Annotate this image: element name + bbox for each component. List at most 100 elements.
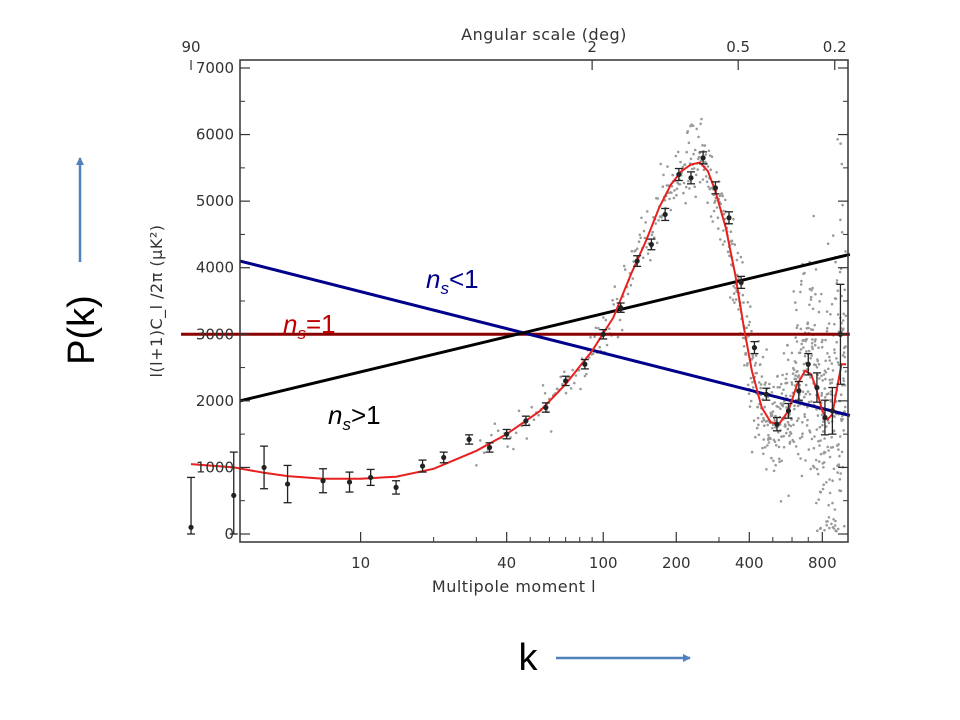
- scatter-point: [591, 352, 595, 356]
- binned-point: [661, 207, 670, 222]
- scatter-point: [796, 404, 800, 408]
- scatter-point: [790, 351, 794, 355]
- scatter-point: [794, 377, 798, 381]
- scatter-point: [475, 464, 478, 467]
- scatter-point: [834, 260, 837, 264]
- scatter-point: [826, 352, 829, 355]
- scatter-point: [745, 315, 749, 318]
- scatter-point: [654, 222, 657, 225]
- scatter-point: [770, 456, 773, 460]
- scatter-point: [794, 445, 798, 448]
- scatter-point: [835, 357, 838, 360]
- scatter-point: [770, 391, 774, 394]
- scatter-point: [818, 377, 821, 380]
- scatter-point: [730, 239, 734, 243]
- scatter-point: [832, 467, 836, 471]
- scatter-point: [819, 452, 823, 456]
- scatter-point: [820, 346, 824, 349]
- scatter-point: [675, 187, 679, 191]
- scatter-point: [829, 400, 832, 403]
- scatter-point: [687, 141, 691, 145]
- x-tick-label: 10: [351, 554, 370, 572]
- scatter-point: [766, 423, 769, 427]
- scatter-point: [844, 370, 847, 373]
- scatter-point: [793, 407, 796, 411]
- scatter-point: [666, 165, 669, 168]
- scatter-point: [815, 467, 819, 471]
- scatter-point: [751, 354, 754, 357]
- scatter-point: [823, 451, 827, 454]
- scatter-point: [820, 394, 823, 397]
- scatter-point: [813, 466, 816, 469]
- scatter-point: [836, 138, 839, 141]
- binned-point: [828, 386, 837, 435]
- scatter-point: [837, 443, 840, 446]
- scatter-point: [842, 379, 846, 383]
- scatter-point: [762, 418, 766, 422]
- scatter-point: [751, 386, 755, 389]
- binned-point: [229, 451, 238, 535]
- scatter-point: [824, 371, 828, 374]
- scatter-point: [646, 210, 649, 213]
- binned-point: [616, 302, 625, 313]
- scatter-point: [816, 472, 820, 476]
- scatter-point: [813, 340, 817, 343]
- scatter-point: [696, 168, 699, 171]
- scatter-point: [827, 392, 830, 395]
- scatter-point: [817, 440, 820, 443]
- scatter-point: [689, 157, 693, 161]
- scatter-point: [780, 382, 783, 386]
- scatter-point: [776, 374, 779, 378]
- scatter-point: [747, 323, 751, 327]
- scatter-point: [776, 386, 780, 389]
- scatter-point: [751, 381, 754, 384]
- scatter-point: [514, 431, 518, 435]
- scatter-point: [799, 290, 802, 294]
- scatter-point: [649, 258, 652, 262]
- scatter-point: [840, 162, 844, 166]
- binned-point: [561, 375, 570, 387]
- scatter-point: [615, 297, 619, 301]
- scatter-point: [831, 501, 834, 505]
- y-tick-label: 4000: [196, 259, 234, 277]
- scatter-point: [799, 348, 803, 351]
- scatter-point: [818, 425, 822, 429]
- scatter-point: [829, 313, 832, 316]
- scatter-point: [750, 329, 753, 333]
- scatter-point: [840, 231, 844, 234]
- scatter-point: [749, 399, 753, 403]
- scatter-point: [780, 435, 783, 438]
- ns-label-base: n: [283, 309, 297, 339]
- scatter-point: [831, 479, 834, 483]
- scatter-point: [832, 429, 836, 433]
- scatter-point: [608, 327, 611, 331]
- scatter-point: [821, 430, 825, 433]
- scatter-point: [839, 472, 842, 475]
- scatter-point: [597, 326, 600, 330]
- scatter-point: [786, 344, 789, 347]
- scatter-point: [756, 416, 760, 420]
- scatter-point: [810, 400, 813, 403]
- scatter-point: [555, 387, 559, 391]
- scatter-point: [650, 233, 654, 237]
- scatter-point: [844, 345, 847, 348]
- scatter-point: [692, 167, 696, 170]
- scatter-point: [732, 292, 736, 295]
- scatter-point: [778, 385, 781, 389]
- binned-point: [541, 402, 550, 413]
- scatter-point: [804, 383, 808, 387]
- scatter-point: [662, 173, 665, 177]
- scatter-point: [806, 390, 810, 393]
- scatter-point: [744, 353, 748, 356]
- scatter-point: [761, 446, 764, 450]
- scatter-point: [784, 394, 788, 398]
- scatter-point: [820, 340, 824, 344]
- scatter-point: [809, 356, 812, 360]
- scatter-point: [808, 392, 812, 396]
- scatter-point: [656, 197, 660, 200]
- scatter-point: [842, 377, 845, 380]
- scatter-point: [830, 362, 834, 365]
- y-tick-label: 7000: [196, 59, 234, 77]
- scatter-point: [760, 375, 764, 378]
- scatter-point: [805, 337, 808, 341]
